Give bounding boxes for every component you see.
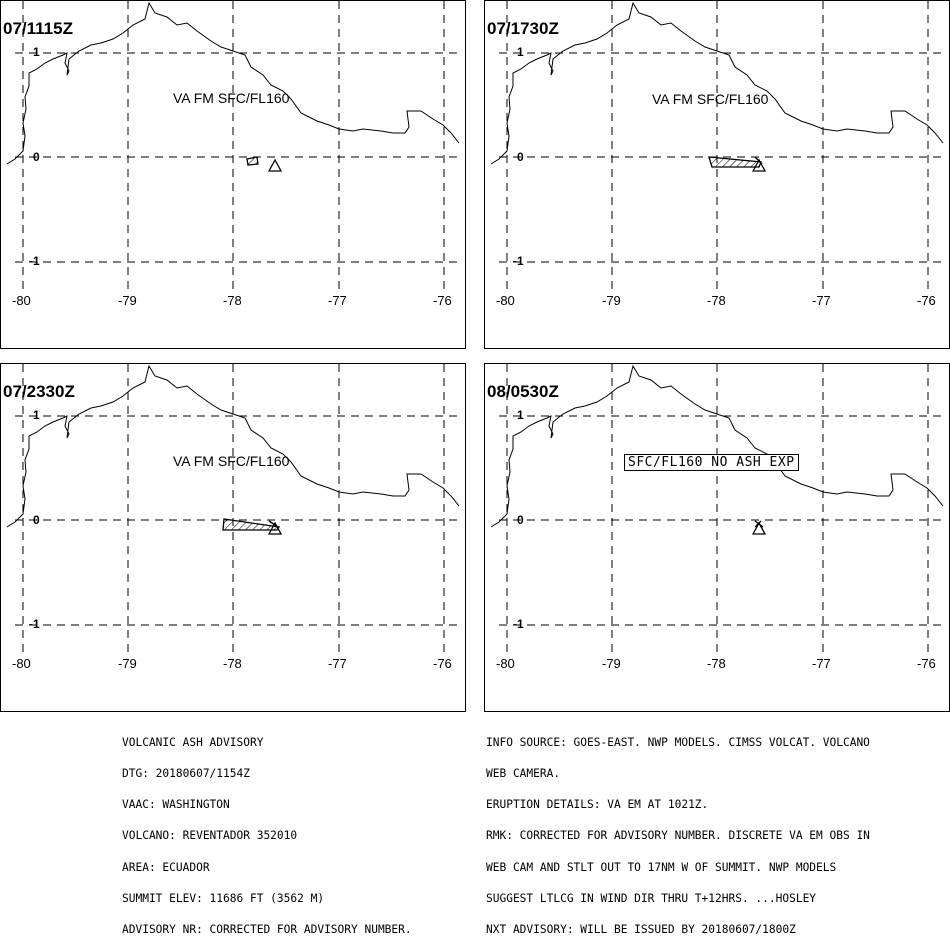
forecast-panel-1: 07/1115Z VA FM SFC/FL160 1 0 -1 -80 -79 …	[0, 0, 466, 349]
lat-tick-label: 1	[517, 408, 524, 422]
advisory-text-right: INFO SOURCE: GOES-EAST. NWP MODELS. CIMS…	[486, 717, 870, 946]
advisory-line: VOLCANO: REVENTADOR 352010	[122, 829, 298, 843]
advisory-line: VOLCANIC ASH ADVISORY	[122, 735, 264, 749]
lon-tick-label: -80	[12, 293, 31, 308]
panel-time-label: 07/1115Z	[3, 19, 73, 38]
lon-tick-label: -78	[707, 293, 726, 308]
advisory-line: ERUPTION DETAILS: VA EM AT 1021Z.	[486, 798, 709, 812]
map-canvas-2	[490, 1, 947, 291]
lon-tick-label: -79	[602, 656, 621, 671]
advisory-line: SUMMIT ELEV: 11686 FT (3562 M)	[122, 891, 325, 905]
forecast-panel-2: 07/1730Z VA FM SFC/FL160 1 0 -1 -80 -79 …	[484, 0, 950, 349]
lat-tick-label: 1	[517, 45, 524, 59]
lon-tick-label: -80	[496, 293, 515, 308]
advisory-line: SUGGEST LTLCG IN WIND DIR THRU T+12HRS. …	[486, 891, 817, 905]
lon-tick-label: -78	[707, 656, 726, 671]
lat-tick-label: -1	[29, 254, 40, 268]
lon-tick-label: -79	[118, 656, 137, 671]
lat-tick-label: 0	[33, 150, 40, 164]
lat-tick-label: 1	[33, 45, 40, 59]
lon-tick-label: -76	[917, 293, 936, 308]
advisory-line: ADVISORY NR: CORRECTED FOR ADVISORY NUMB…	[122, 923, 412, 937]
lat-tick-label: 0	[33, 513, 40, 527]
country-border-line	[6, 364, 460, 528]
ash-area-polygon	[246, 156, 259, 166]
lon-tick-label: -76	[433, 293, 452, 308]
country-border-line	[490, 1, 944, 165]
lon-tick-label: -79	[602, 293, 621, 308]
map-canvas-1	[6, 1, 463, 291]
ash-area-polygon	[222, 518, 281, 531]
forecast-panel-3: 07/2330Z VA FM SFC/FL160 1 0 -1 -80 -79 …	[0, 363, 466, 712]
lon-tick-label: -76	[917, 656, 936, 671]
advisory-line: AREA: ECUADOR	[122, 860, 210, 874]
advisory-line: VAAC: WASHINGTON	[122, 798, 230, 812]
lon-tick-label: -80	[12, 656, 31, 671]
ash-height-label: VA FM SFC/FL160	[652, 91, 769, 107]
advisory-line: WEB CAMERA.	[486, 767, 561, 781]
advisory-line: INFO SOURCE: GOES-EAST. NWP MODELS. CIMS…	[486, 735, 870, 749]
panel-time-label: 07/1730Z	[487, 19, 559, 38]
lat-tick-label: -1	[29, 617, 40, 631]
ash-area-polygon	[708, 156, 762, 168]
country-border-line	[490, 364, 944, 528]
advisory-line: DTG: 20180607/1154Z	[122, 767, 250, 781]
advisory-line: NXT ADVISORY: WILL BE ISSUED BY 20180607…	[486, 923, 796, 937]
lon-tick-label: -77	[328, 293, 347, 308]
ash-height-label: VA FM SFC/FL160	[173, 453, 290, 469]
eruption-marker	[268, 520, 279, 528]
map-canvas-4	[490, 364, 947, 654]
panel-time-label: 08/0530Z	[487, 382, 559, 401]
no-ash-label: SFC/FL160 NO ASH EXP	[624, 454, 799, 471]
lat-tick-label: -1	[513, 254, 524, 268]
forecast-panel-4: 08/0530Z SFC/FL160 NO ASH EXP 1 0 -1 -80…	[484, 363, 950, 712]
volcano-triangle-icon	[267, 158, 283, 172]
lon-tick-label: -78	[223, 293, 242, 308]
lon-tick-label: -77	[812, 293, 831, 308]
country-border-line	[6, 1, 460, 165]
lon-tick-label: -76	[433, 656, 452, 671]
advisory-text-left: VOLCANIC ASH ADVISORY DTG: 20180607/1154…	[122, 717, 412, 946]
map-canvas-3	[6, 364, 463, 654]
lon-tick-label: -78	[223, 656, 242, 671]
lon-tick-label: -79	[118, 293, 137, 308]
lat-tick-label: 0	[517, 513, 524, 527]
lon-tick-label: -77	[812, 656, 831, 671]
eruption-marker	[754, 156, 763, 165]
lon-tick-label: -80	[496, 656, 515, 671]
eruption-marker	[754, 520, 764, 528]
lat-tick-label: 1	[33, 408, 40, 422]
ash-height-label: VA FM SFC/FL160	[173, 90, 290, 106]
volcano-triangle-icon	[751, 521, 767, 535]
advisory-line: RMK: CORRECTED FOR ADVISORY NUMBER. DISC…	[486, 829, 870, 843]
lat-tick-label: 0	[517, 150, 524, 164]
lon-tick-label: -77	[328, 656, 347, 671]
advisory-line: WEB CAM AND STLT OUT TO 17NM W OF SUMMIT…	[486, 860, 837, 874]
lat-tick-label: -1	[513, 617, 524, 631]
panel-time-label: 07/2330Z	[3, 382, 75, 401]
